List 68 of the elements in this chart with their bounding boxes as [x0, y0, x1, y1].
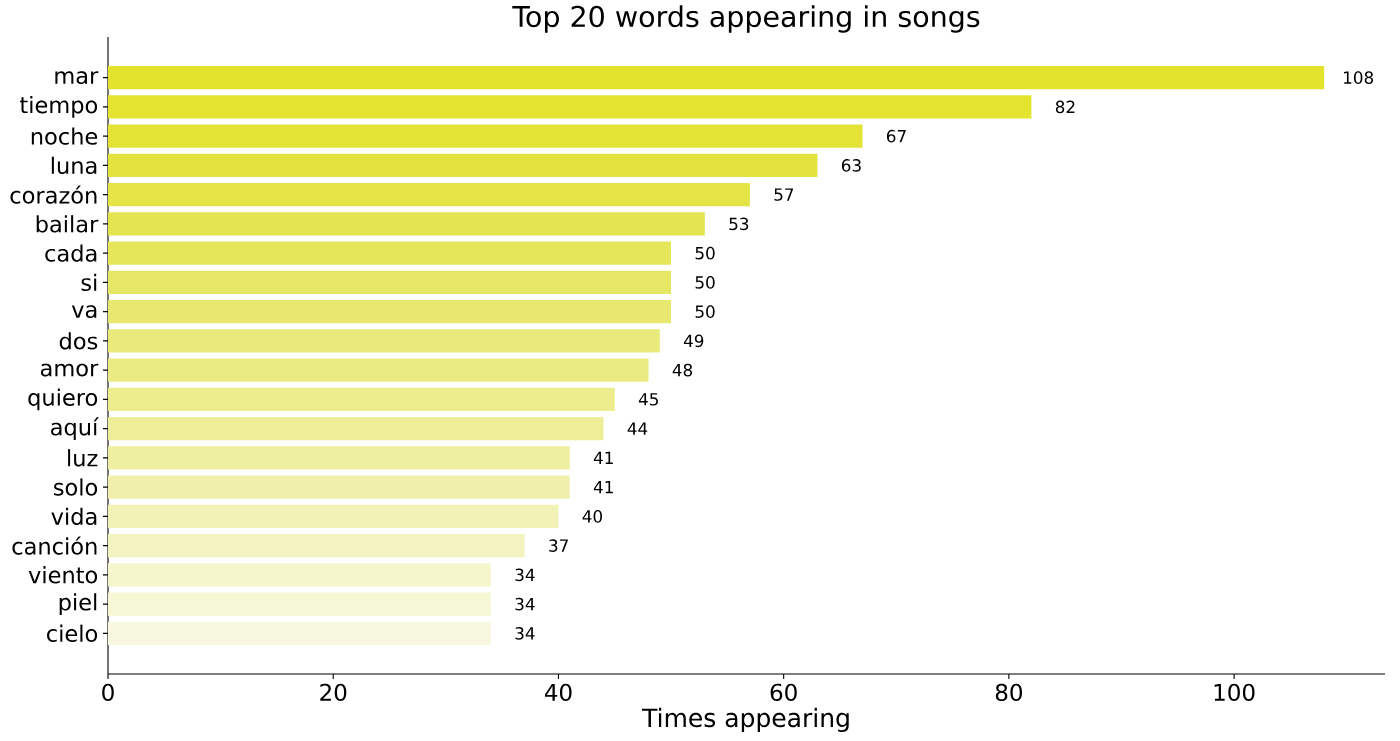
data-label: 63 — [841, 159, 861, 172]
data-label: 50 — [695, 246, 715, 260]
data-label: 34 — [515, 597, 535, 611]
data-label: 57 — [774, 188, 794, 201]
x-tick-label: 100 — [1214, 683, 1255, 702]
data-label: 40 — [582, 510, 603, 523]
x-tick-label: 0 — [102, 683, 114, 702]
y-tick-label: luna — [51, 156, 97, 175]
bar — [108, 387, 615, 412]
data-label: 34 — [515, 568, 535, 582]
bar — [108, 504, 559, 529]
data-label: 82 — [1055, 100, 1075, 114]
y-tick-label: dos — [59, 332, 98, 350]
y-tick-label: vida — [51, 507, 97, 526]
bar — [108, 563, 491, 587]
data-label: 50 — [695, 276, 715, 289]
bar — [108, 241, 672, 265]
x-tick-label: 20 — [320, 683, 347, 702]
chart-title: Top 20 words appearing in songs — [512, 5, 980, 33]
bar — [108, 621, 491, 646]
data-label: 37 — [549, 539, 568, 552]
data-label: 53 — [729, 217, 749, 231]
bar — [108, 592, 491, 616]
data-label: 50 — [695, 305, 715, 318]
bar — [108, 65, 1325, 90]
y-tick-label: viento — [28, 566, 98, 584]
y-tick-label: aquí — [51, 417, 99, 440]
y-tick-label: luz — [68, 449, 98, 467]
data-label: 49 — [683, 334, 704, 348]
data-label: 34 — [515, 626, 535, 640]
y-tick-label: solo — [54, 478, 98, 496]
bar — [108, 95, 1032, 119]
y-tick-label: bailar — [36, 215, 99, 233]
data-label: 45 — [638, 393, 658, 406]
y-tick-label: canción — [12, 536, 97, 555]
y-tick-label: amor — [40, 363, 99, 377]
data-label: 67 — [886, 129, 906, 143]
data-label: 41 — [593, 451, 613, 464]
x-tick-label: 40 — [544, 683, 572, 702]
data-label: 108 — [1344, 71, 1374, 84]
bar — [108, 299, 672, 324]
y-tick-label: cielo — [47, 624, 98, 643]
x-axis-title: Times appearing — [642, 707, 849, 733]
bar — [108, 329, 660, 353]
y-tick-label: va — [71, 305, 97, 319]
y-tick-label: quiero — [28, 388, 98, 411]
data-label: 41 — [593, 480, 613, 494]
data-label: 44 — [627, 422, 648, 435]
y-tick-label: corazón — [10, 185, 97, 204]
bar — [108, 153, 818, 178]
bar — [108, 358, 649, 382]
y-tick-label: cada — [45, 244, 97, 262]
data-label: 48 — [672, 363, 693, 377]
bar — [108, 446, 570, 470]
y-tick-label: piel — [59, 593, 97, 615]
bar — [108, 533, 525, 558]
y-tick-label: si — [81, 273, 97, 292]
bar — [108, 416, 604, 441]
bar — [108, 182, 750, 207]
y-tick-label: noche — [31, 127, 98, 145]
bar — [108, 124, 863, 148]
bar — [108, 212, 705, 236]
x-tick-label: 80 — [995, 683, 1022, 702]
bar — [108, 475, 570, 499]
y-tick-label: tiempo — [20, 95, 98, 118]
y-tick-label: mar — [55, 71, 99, 85]
x-tick-label: 60 — [770, 683, 797, 702]
bar — [108, 270, 672, 295]
